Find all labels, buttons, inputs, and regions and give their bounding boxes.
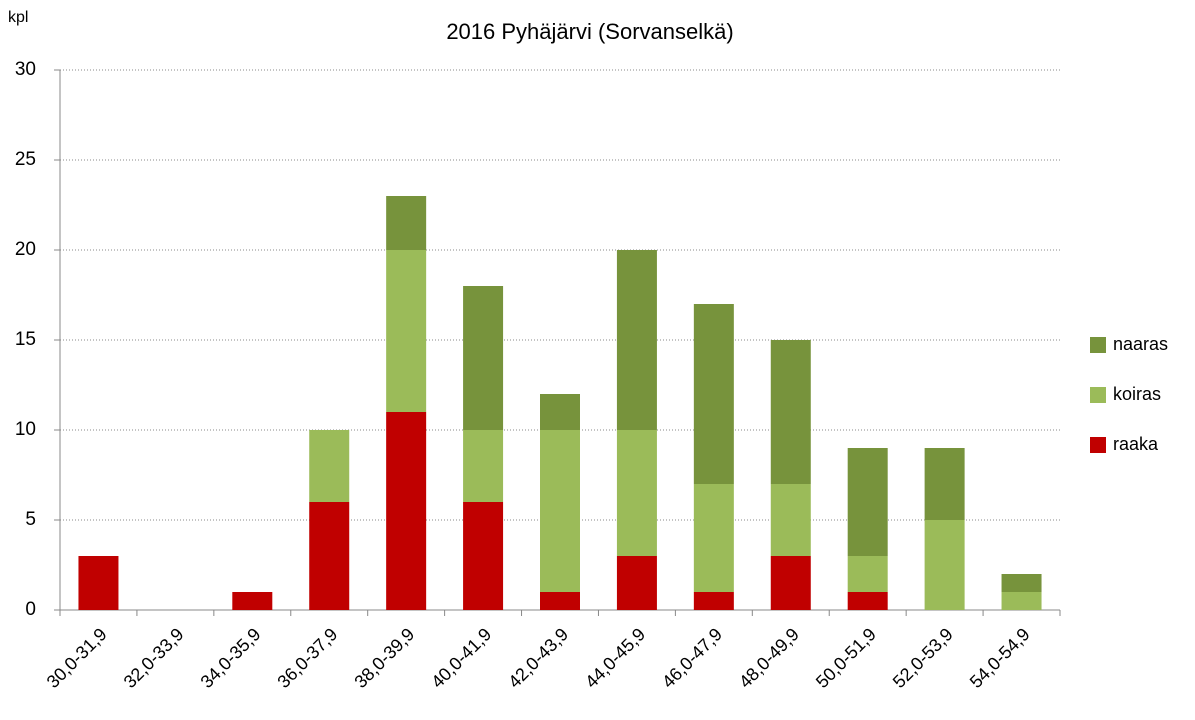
bar-segment (770, 340, 811, 484)
y-tick-label: 5 (25, 509, 36, 530)
legend-label: raaka (1113, 434, 1159, 454)
bar-segment (386, 412, 427, 610)
y-tick-label: 15 (15, 329, 36, 350)
y-tick-label: 10 (15, 419, 36, 440)
bar-segment (616, 430, 657, 556)
bar-segment (309, 502, 350, 610)
x-tick-label: 48,0-49,9 (735, 624, 803, 692)
bar-segment (309, 430, 350, 502)
x-tick-label: 46,0-47,9 (658, 624, 726, 692)
x-tick-label: 32,0-33,9 (120, 624, 188, 692)
legend-label: naaras (1113, 334, 1168, 354)
bar-segment (1001, 592, 1042, 610)
bar-segment (616, 556, 657, 610)
x-tick-label: 34,0-35,9 (197, 624, 265, 692)
x-tick-label: 38,0-39,9 (350, 624, 418, 692)
x-tick-label: 42,0-43,9 (504, 624, 572, 692)
bar-segment (463, 286, 504, 430)
y-tick-label: 30 (15, 59, 36, 80)
bar-segment (924, 520, 965, 610)
x-tick-label: 52,0-53,9 (889, 624, 957, 692)
bar-segment (847, 448, 888, 556)
bar-segment (78, 556, 119, 610)
bar-segment (540, 430, 580, 592)
bar-segment (693, 592, 734, 610)
bar-segment (540, 592, 580, 610)
bar-segment (847, 556, 888, 592)
bar-segment (232, 592, 273, 610)
y-tick-label: 20 (15, 239, 36, 260)
bar-segment (770, 484, 811, 556)
bar-segment (463, 502, 504, 610)
x-tick-label: 36,0-37,9 (273, 624, 341, 692)
bar-segment (924, 448, 965, 520)
legend-swatch (1090, 387, 1106, 403)
x-tick-label: 44,0-45,9 (581, 624, 649, 692)
y-tick-label: 0 (25, 599, 36, 620)
bar-segment (847, 592, 888, 610)
bar-segment (540, 394, 580, 430)
legend-swatch (1090, 337, 1106, 353)
bar-segment (616, 250, 657, 430)
x-tick-label: 30,0-31,9 (43, 624, 111, 692)
legend-label: koiras (1113, 384, 1161, 404)
chart-title: 2016 Pyhäjärvi (Sorvanselkä) (446, 19, 733, 44)
bar-segment (693, 304, 734, 484)
bar-segment (693, 484, 734, 592)
y-axis-label: kpl (8, 9, 28, 26)
legend-swatch (1090, 437, 1106, 453)
x-tick-label: 50,0-51,9 (812, 624, 880, 692)
bar-segment (386, 250, 427, 412)
x-tick-label: 54,0-54,9 (966, 624, 1034, 692)
bar-segment (463, 430, 504, 502)
y-tick-label: 25 (15, 149, 36, 170)
bar-segment (1001, 574, 1042, 592)
bar-segment (770, 556, 811, 610)
x-tick-label: 40,0-41,9 (427, 624, 495, 692)
bar-segment (386, 196, 427, 250)
